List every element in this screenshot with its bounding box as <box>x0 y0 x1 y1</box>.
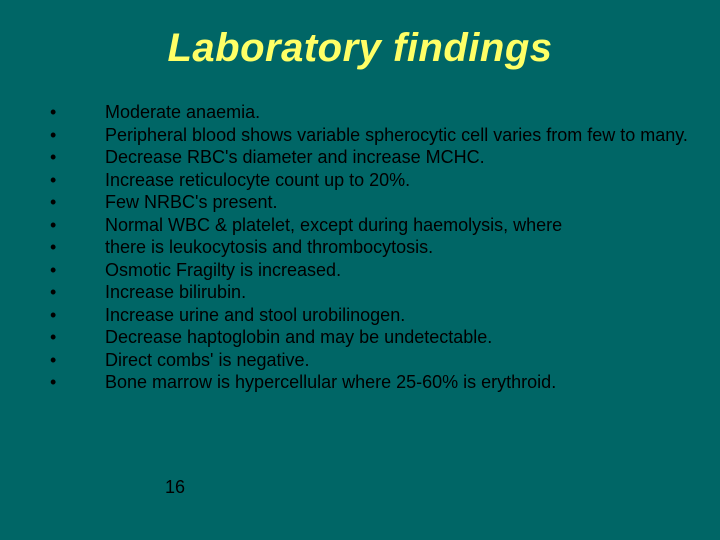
page-number: 16 <box>165 477 185 498</box>
bullet-icon: • <box>50 326 105 349</box>
list-item-text: Decrease RBC's diameter and increase MCH… <box>105 146 690 169</box>
list-item-text: Decrease haptoglobin and may be undetect… <box>105 326 690 349</box>
bullet-icon: • <box>50 169 105 192</box>
list-item: • there is leukocytosis and thrombocytos… <box>50 236 690 259</box>
bullet-icon: • <box>50 101 105 124</box>
list-item: • Bone marrow is hypercellular where 25-… <box>50 371 690 394</box>
bullet-icon: • <box>50 281 105 304</box>
slide-container: Laboratory findings • Moderate anaemia. … <box>0 0 720 540</box>
list-item-text: Osmotic Fragilty is increased. <box>105 259 690 282</box>
list-item-text: Peripheral blood shows variable spherocy… <box>105 124 690 147</box>
list-item-text: Few NRBC's present. <box>105 191 690 214</box>
list-item-text: Increase bilirubin. <box>105 281 690 304</box>
bullet-icon: • <box>50 259 105 282</box>
bullet-icon: • <box>50 146 105 169</box>
list-item: • Peripheral blood shows variable sphero… <box>50 124 690 147</box>
list-item: • Decrease RBC's diameter and increase M… <box>50 146 690 169</box>
list-item: • Decrease haptoglobin and may be undete… <box>50 326 690 349</box>
list-item-text: there is leukocytosis and thrombocytosis… <box>105 236 690 259</box>
list-item: • Increase reticulocyte count up to 20%. <box>50 169 690 192</box>
list-item-text: Direct combs' is negative. <box>105 349 690 372</box>
list-item-text: Normal WBC & platelet, except during hae… <box>105 214 690 237</box>
list-item-text: Increase urine and stool urobilinogen. <box>105 304 690 327</box>
list-item-text: Bone marrow is hypercellular where 25-60… <box>105 371 690 394</box>
slide-title: Laboratory findings <box>30 26 690 71</box>
list-item: • Osmotic Fragilty is increased. <box>50 259 690 282</box>
list-item: • Moderate anaemia. <box>50 101 690 124</box>
list-item: • Increase urine and stool urobilinogen. <box>50 304 690 327</box>
list-item: • Few NRBC's present. <box>50 191 690 214</box>
bullet-icon: • <box>50 191 105 214</box>
bullet-list: • Moderate anaemia. • Peripheral blood s… <box>30 101 690 394</box>
list-item: • Direct combs' is negative. <box>50 349 690 372</box>
bullet-icon: • <box>50 214 105 237</box>
list-item-text: Moderate anaemia. <box>105 101 690 124</box>
list-item: • Increase bilirubin. <box>50 281 690 304</box>
list-item-text: Increase reticulocyte count up to 20%. <box>105 169 690 192</box>
bullet-icon: • <box>50 304 105 327</box>
bullet-icon: • <box>50 236 105 259</box>
bullet-icon: • <box>50 371 105 394</box>
bullet-icon: • <box>50 349 105 372</box>
bullet-icon: • <box>50 124 105 147</box>
list-item: • Normal WBC & platelet, except during h… <box>50 214 690 237</box>
